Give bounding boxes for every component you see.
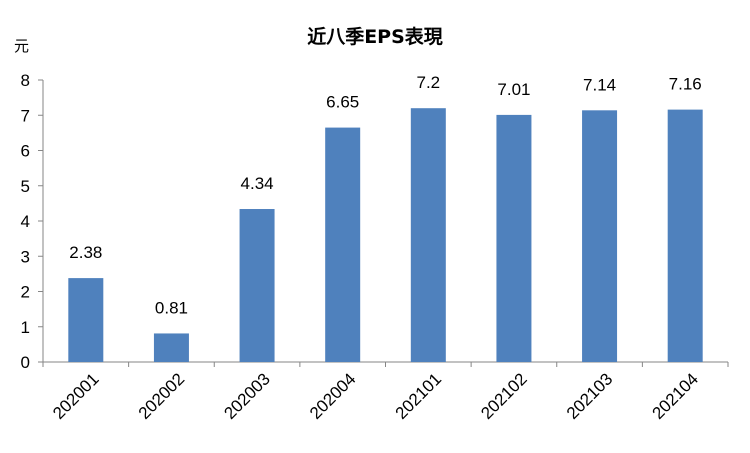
y-axis-unit-label: 元 — [14, 37, 29, 55]
data-label: 2.38 — [69, 243, 102, 262]
bar — [68, 278, 104, 362]
bar — [325, 127, 361, 363]
chart-axes — [42, 80, 728, 363]
x-tick-label: 202103 — [563, 369, 617, 423]
data-label: 4.34 — [241, 174, 274, 193]
bar — [667, 109, 703, 362]
data-label: 6.65 — [326, 93, 359, 112]
data-label: 7.2 — [416, 73, 440, 92]
x-tick-label: 202004 — [306, 369, 360, 423]
x-tick-label: 202002 — [135, 369, 189, 423]
bar — [410, 108, 446, 362]
bar — [582, 110, 618, 362]
x-tick-label: 202101 — [392, 369, 446, 423]
bar — [496, 114, 532, 363]
x-tick-label: 202104 — [648, 369, 702, 423]
data-label: 0.81 — [155, 298, 188, 317]
bar — [153, 333, 189, 362]
y-tick-label: 0 — [21, 353, 30, 372]
x-tick-label: 202102 — [477, 369, 531, 423]
bar — [239, 209, 275, 362]
data-labels: 2.38 0.81 4.34 6.65 7.2 7.01 7.14 7.16 — [69, 73, 701, 317]
x-axis-ticks: 202001 202002 202003 202004 202101 202102 2021… — [42, 362, 729, 423]
y-axis-ticks: 0 1 2 3 4 5 6 7 8 — [21, 71, 43, 372]
data-label: 7.16 — [669, 75, 702, 94]
x-tick-label: 202001 — [49, 369, 103, 423]
y-tick-label: 2 — [21, 283, 30, 302]
y-tick-label: 5 — [21, 177, 30, 196]
data-label: 7.01 — [497, 80, 530, 99]
y-tick-label: 1 — [21, 318, 30, 337]
y-tick-label: 6 — [21, 142, 30, 161]
y-tick-label: 8 — [21, 71, 30, 90]
bar-series — [68, 108, 703, 363]
x-tick-label: 202003 — [220, 369, 274, 423]
y-tick-label: 7 — [21, 106, 30, 125]
y-tick-label: 4 — [21, 212, 30, 231]
data-label: 7.14 — [583, 75, 616, 94]
chart-title: 近八季EPS表現 — [307, 25, 443, 48]
y-tick-label: 3 — [21, 247, 30, 266]
